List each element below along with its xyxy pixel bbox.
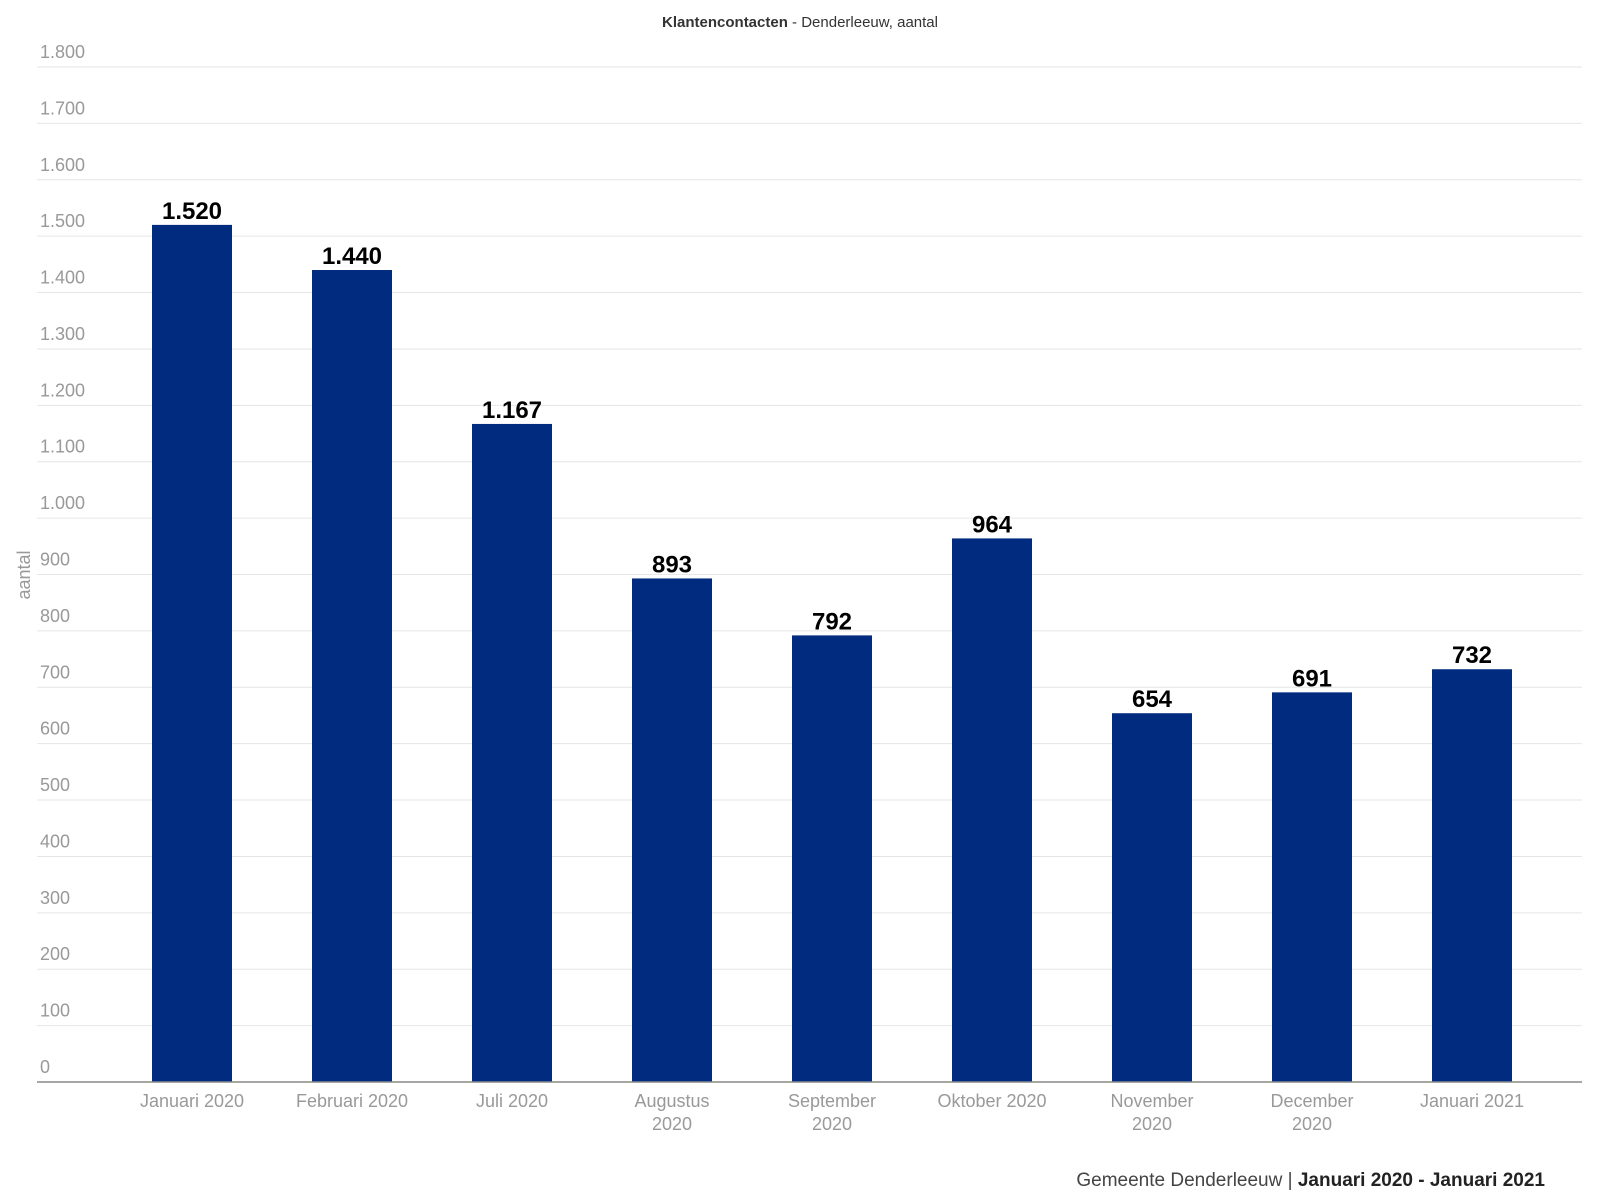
- footer: Gemeente Denderleeuw | Januari 2020 - Ja…: [1076, 1170, 1545, 1192]
- x-tick-label: December 2020: [1270, 1091, 1353, 1134]
- x-tick-label-line: 2020: [652, 1114, 692, 1134]
- y-tick-label: 1.600: [40, 155, 85, 175]
- x-tick-label-line: September: [788, 1091, 876, 1111]
- value-label: 1.167: [482, 397, 542, 424]
- bar: [1112, 713, 1192, 1082]
- x-tick-label: November 2020: [1110, 1091, 1193, 1134]
- x-tick-label-line: 2020: [1132, 1114, 1172, 1134]
- x-tick-label-line: November: [1110, 1091, 1193, 1111]
- footer-period: Januari 2020 - Januari 2021: [1297, 1170, 1545, 1191]
- y-tick-label: 200: [40, 944, 70, 964]
- y-tick-label: 100: [40, 1001, 70, 1021]
- y-tick-label: 1.100: [40, 437, 85, 457]
- value-label: 964: [972, 511, 1013, 538]
- chart-title-main: Klantencontacten: [662, 14, 788, 31]
- y-tick-label: 400: [40, 831, 70, 851]
- y-tick-label: 1.400: [40, 268, 85, 288]
- chart-subtitle: Denderleeuw, aantal: [801, 14, 938, 31]
- x-tick-label: Januari 2021: [1420, 1091, 1524, 1111]
- x-tick-label-line: 2020: [812, 1114, 852, 1134]
- y-tick-label: 1.500: [40, 211, 85, 231]
- x-tick-label-line: Januari 2020: [140, 1091, 244, 1111]
- y-tick-label: 0: [40, 1057, 50, 1077]
- value-label: 792: [812, 608, 852, 635]
- bar: [952, 538, 1032, 1082]
- x-tick-label-line: Februari 2020: [296, 1091, 408, 1111]
- value-label: 1.520: [162, 198, 222, 225]
- y-tick-label: 300: [40, 888, 70, 908]
- chart-title-separator: -: [787, 14, 802, 31]
- y-tick-label: 1.800: [40, 42, 85, 62]
- y-axis-title: aantal: [14, 550, 34, 599]
- x-tick-label-line: December: [1270, 1091, 1353, 1111]
- y-tick-label: 600: [40, 719, 70, 739]
- footer-source: Gemeente Denderleeuw: [1076, 1170, 1283, 1191]
- x-axis-ticks: Januari 2020 Februari 2020 Juli 2020 August…: [140, 1091, 1524, 1134]
- x-tick-label: Januari 2020: [140, 1091, 244, 1111]
- x-tick-label: September 2020: [788, 1091, 876, 1134]
- footer-separator: |: [1282, 1170, 1298, 1191]
- y-tick-label: 700: [40, 662, 70, 682]
- value-label: 1.440: [322, 243, 382, 270]
- y-axis-ticks: 0 100 200 300 400 500 600 700 800 900 1.000 1.100 1.…: [40, 42, 85, 1077]
- y-tick-label: 900: [40, 550, 70, 570]
- bar: [1272, 692, 1352, 1082]
- bar: [312, 270, 392, 1082]
- x-tick-label-line: Augustus: [634, 1091, 709, 1111]
- value-label: 654: [1132, 686, 1173, 713]
- bar: [472, 423, 552, 1083]
- value-label: 732: [1452, 642, 1492, 669]
- bar: [792, 635, 872, 1082]
- x-tick-label: Februari 2020: [296, 1091, 408, 1111]
- bar: [1432, 669, 1512, 1082]
- chart-title: Klantencontacten - Denderleeuw, aantal: [0, 14, 1600, 31]
- value-label: 893: [652, 551, 692, 578]
- value-labels: 1.520 1.440 1.167 893 792 964 654 691 732: [162, 198, 1492, 713]
- y-tick-label: 1.200: [40, 380, 85, 400]
- x-tick-label: Augustus 2020: [634, 1091, 709, 1134]
- y-tick-label: 1.700: [40, 98, 85, 118]
- y-tick-label: 500: [40, 775, 70, 795]
- bar: [152, 224, 232, 1082]
- x-tick-label-line: Oktober 2020: [937, 1091, 1046, 1111]
- y-tick-label: 1.000: [40, 493, 85, 513]
- y-tick-label: 1.300: [40, 324, 85, 344]
- x-tick-label-line: Juli 2020: [476, 1091, 548, 1111]
- bars: [152, 224, 1512, 1083]
- x-tick-label: Oktober 2020: [937, 1091, 1046, 1111]
- bar: [632, 578, 712, 1082]
- x-tick-label-line: 2020: [1292, 1114, 1332, 1134]
- value-label: 691: [1292, 665, 1332, 692]
- y-tick-label: 800: [40, 606, 70, 626]
- x-tick-label-line: Januari 2021: [1420, 1091, 1524, 1111]
- x-tick-label: Juli 2020: [476, 1091, 548, 1111]
